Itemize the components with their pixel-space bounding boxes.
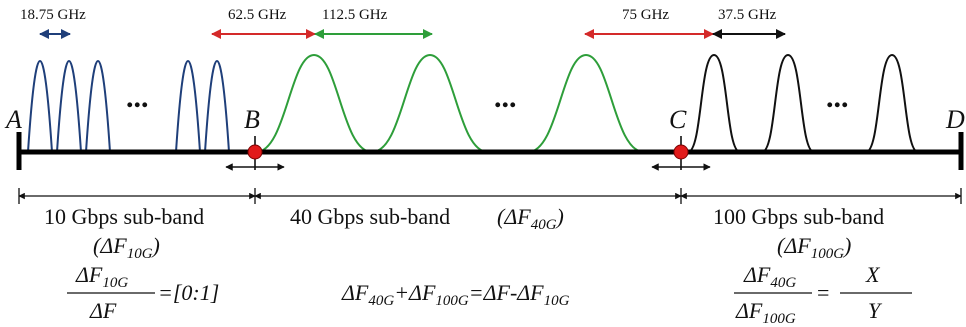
channels-40g: [255, 53, 645, 153]
channel-100g: [865, 53, 919, 153]
subband-symbol-100g: (ΔF100G): [777, 233, 851, 262]
equation-sum: ΔF40G+ΔF100G=ΔF-ΔF10G: [341, 280, 570, 309]
eq3-denominator: ΔF100G: [735, 298, 796, 327]
boundary-marker-b: [247, 144, 263, 160]
channel-10g: [27, 60, 53, 153]
spacing-label-40-100: 75 GHz: [622, 7, 669, 23]
spacing-label-10-40: 62.5 GHz: [228, 7, 287, 23]
subband-name-100g: 100 Gbps sub-band: [713, 204, 884, 229]
eq3-equals: =: [817, 280, 829, 305]
subband-name-10g: 10 Gbps sub-band: [44, 204, 204, 229]
channel-10g: [175, 60, 201, 153]
channel-10g: [204, 60, 230, 153]
spacing-label-10g: 18.75 GHz: [20, 7, 86, 23]
channel-40g: [371, 53, 489, 153]
subband-name-40g: 40 Gbps sub-band: [290, 204, 450, 229]
point-label-c: C: [669, 105, 687, 134]
point-label-b: B: [244, 105, 260, 134]
boundary-marker-c: [673, 144, 689, 160]
subband-symbol-40g: (ΔF40G): [497, 204, 564, 233]
channel-10g: [85, 60, 111, 153]
channel-100g: [761, 53, 815, 153]
eq1-denominator: ΔF: [89, 298, 117, 323]
spacing-label-40g: 112.5 GHz: [322, 7, 388, 23]
channels-100g: [687, 53, 919, 153]
equation-ratio-40-100: ΔF40G ΔF100G = X Y: [734, 262, 912, 327]
channel-40g: [527, 53, 645, 153]
subband-symbol-10g: (ΔF10G): [93, 233, 160, 262]
eq3-y: Y: [868, 298, 883, 323]
channel-40g: [255, 53, 373, 153]
channel-10g: [56, 60, 82, 153]
ellipsis-10g: ...: [126, 81, 149, 114]
spacing-label-100g: 37.5 GHz: [718, 7, 777, 23]
eq3-numerator: ΔF40G: [743, 262, 796, 291]
eq1-numerator: ΔF10G: [75, 262, 128, 291]
point-label-a: A: [4, 105, 22, 134]
equation-ratio-10g: ΔF10G ΔF =[0:1]: [67, 262, 219, 323]
eq3-x: X: [865, 262, 881, 287]
ellipsis-40g: ...: [494, 81, 517, 114]
eq1-rhs: =[0:1]: [158, 280, 219, 305]
channels-10g: [27, 60, 230, 153]
channel-100g: [687, 53, 741, 153]
ellipsis-100g: ...: [826, 81, 849, 114]
point-label-d: D: [945, 105, 965, 134]
